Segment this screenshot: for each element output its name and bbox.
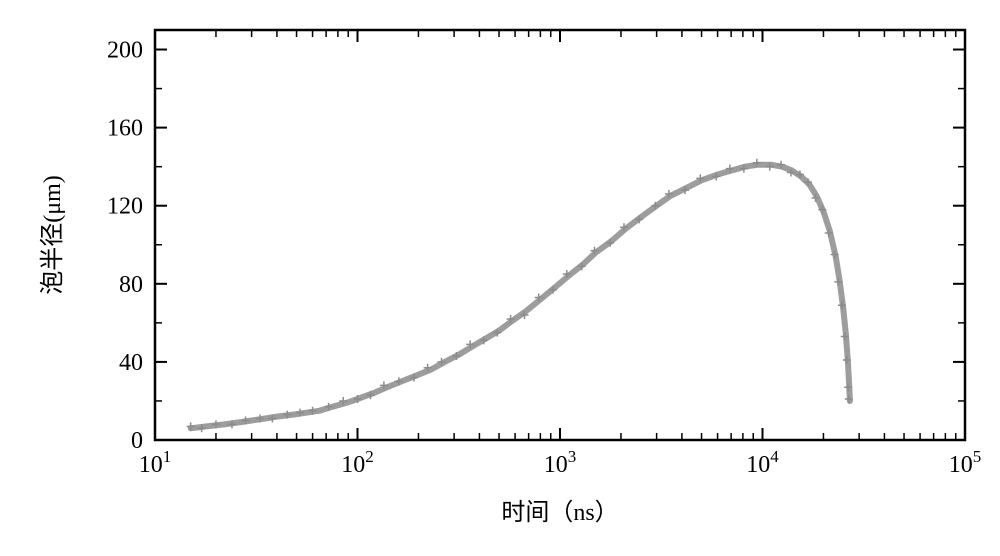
svg-text:40: 40 [119, 350, 143, 376]
chart-container: 101 102 103 104 105 0 40 80 120 160 200 时间（ns） 泡半径(μ… [0, 0, 1000, 556]
svg-text:时间（ns）: 时间（ns） [501, 499, 618, 526]
svg-text:102: 102 [341, 447, 374, 478]
svg-text:泡半径(μm): 泡半径(μm) [39, 175, 66, 295]
svg-text:101: 101 [139, 447, 172, 478]
svg-text:160: 160 [107, 116, 143, 142]
svg-text:80: 80 [119, 272, 143, 298]
chart-svg: 101 102 103 104 105 0 40 80 120 160 200 时间（ns） 泡半径(μ… [0, 0, 1000, 556]
svg-text:0: 0 [131, 428, 143, 454]
svg-text:104: 104 [746, 447, 779, 478]
svg-text:105: 105 [949, 447, 982, 478]
svg-text:103: 103 [544, 447, 577, 478]
svg-text:120: 120 [107, 194, 143, 220]
svg-text:200: 200 [107, 38, 143, 64]
